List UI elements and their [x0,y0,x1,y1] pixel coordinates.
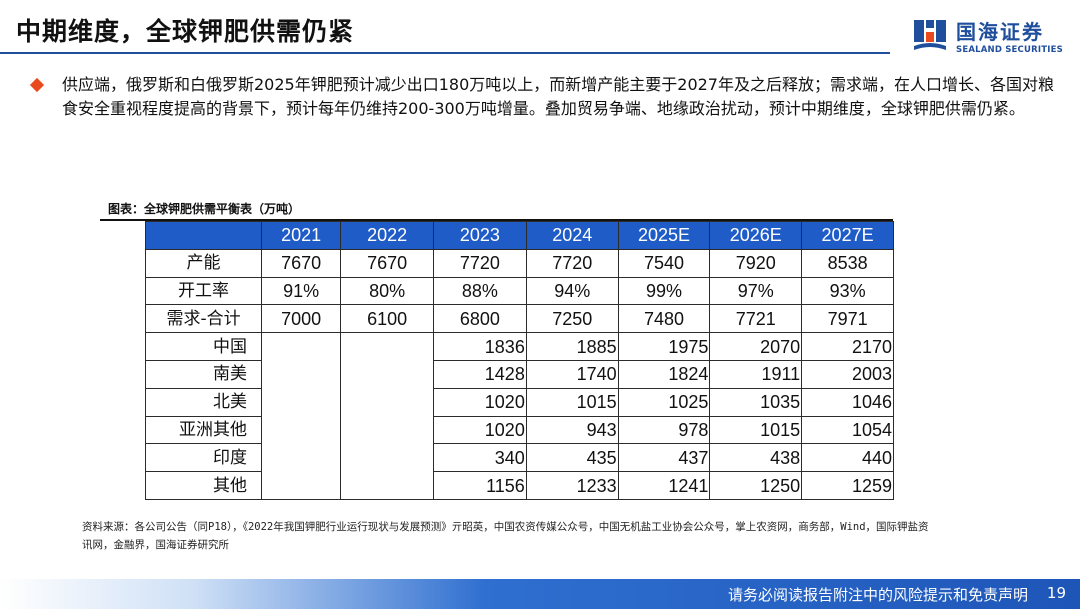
table-cell: 1015 [709,415,803,445]
row-label: 产能 [144,248,263,278]
chart-caption: 图表：全球钾肥供需平衡表（万吨） [108,202,301,216]
company-logo: 国海证券 SEALAND SECURITIES [912,14,1072,60]
table-row-other-asia: 亚洲其他 1020 943 978 1015 1054 [144,415,894,445]
row-label: 中国 [144,332,263,361]
table-cell: 7920 [709,248,803,278]
table-cell: 7720 [433,248,527,278]
table-cell: 1975 [617,332,711,361]
footer-bar: 请务必阅读报告附注中的风险提示和免责声明 19 [0,579,1080,609]
blank-cell [261,332,342,500]
row-label: 北美 [144,387,263,417]
table-cell: 8538 [801,248,894,278]
row-label: 亚洲其他 [144,415,263,445]
table-cell: 97% [709,276,803,306]
table-cell: 2170 [801,332,894,361]
table-cell: 1428 [433,359,527,389]
table-cell: 7540 [617,248,711,278]
table-cell: 1885 [525,332,619,361]
table-cell: 440 [801,443,894,473]
table-row-demand-total: 需求-合计 7000 6100 6800 7250 7480 7721 7971 [144,304,894,334]
table-cell: 1020 [433,387,527,417]
row-label: 其他 [144,471,263,500]
header-year: 2024 [525,221,619,250]
row-label: 印度 [144,443,263,473]
header-year: 2022 [340,221,434,250]
row-label: 需求-合计 [144,304,263,334]
header-year: 2023 [433,221,527,250]
table-cell: 99% [617,276,711,306]
row-label: 南美 [144,359,263,389]
table-cell: 7670 [261,248,342,278]
page-number: 19 [1046,584,1066,602]
table-cell: 1259 [801,471,894,500]
table-cell: 6800 [433,304,527,334]
blank-cell [340,332,434,500]
caption-divider [100,219,893,221]
table-cell: 1054 [801,415,894,445]
table-cell: 2003 [801,359,894,389]
table-cell: 93% [801,276,894,306]
table-cell: 435 [525,443,619,473]
potash-balance-table: 2021 2022 2023 2024 2025E 2026E 2027E 产能… [144,221,894,500]
table-cell: 1911 [709,359,803,389]
table-cell: 978 [617,415,711,445]
table-cell: 1740 [525,359,619,389]
table-cell: 1836 [433,332,527,361]
table-cell: 2070 [709,332,803,361]
table-header-row: 2021 2022 2023 2024 2025E 2026E 2027E [144,221,894,250]
header-year: 2025E [617,221,711,250]
title-divider [0,52,890,54]
table-cell: 1025 [617,387,711,417]
table-row-utilization: 开工率 91% 80% 88% 94% 99% 97% 93% [144,276,894,306]
logo-text-en: SEALAND SECURITIES [956,45,1063,55]
page-title: 中期维度，全球钾肥供需仍紧 [16,17,355,46]
table-cell: 1824 [617,359,711,389]
table-cell: 7250 [525,304,619,334]
header-year: 2027E [801,221,894,250]
table-cell: 88% [433,276,527,306]
table-cell: 7721 [709,304,803,334]
table-cell: 94% [525,276,619,306]
table-cell: 7480 [617,304,711,334]
table-cell: 1156 [433,471,527,500]
header-year: 2026E [709,221,803,250]
disclaimer-text: 请务必阅读报告附注中的风险提示和免责声明 [727,586,1028,604]
table-cell: 943 [525,415,619,445]
sealand-logo-icon [914,20,946,50]
table-cell: 91% [261,276,342,306]
bullet-diamond-icon [29,77,45,93]
summary-paragraph: 供应端，俄罗斯和白俄罗斯2025年钾肥预计减少出口180万吨以上，而新增产能主要… [62,75,1054,118]
table-row-south-america: 南美 1428 1740 1824 1911 2003 [144,359,894,389]
row-label: 开工率 [144,276,263,306]
header-year: 2021 [261,221,342,250]
table-cell: 7720 [525,248,619,278]
table-cell: 1046 [801,387,894,417]
logo-text-cn: 国海证券 [956,20,1044,44]
table-cell: 6100 [340,304,434,334]
table-cell: 1035 [709,387,803,417]
header-corner [144,221,263,250]
table-cell: 1020 [433,415,527,445]
table-cell: 7670 [340,248,434,278]
table-row-china: 中国 1836 1885 1975 2070 2170 [144,332,894,500]
table-cell: 437 [617,443,711,473]
table-cell: 1250 [709,471,803,500]
table-row-north-america: 北美 1020 1015 1025 1035 1046 [144,387,894,417]
table-cell: 1241 [617,471,711,500]
table-cell: 1015 [525,387,619,417]
table-cell: 7971 [801,304,894,334]
table-cell: 438 [709,443,803,473]
table-cell: 340 [433,443,527,473]
table-cell: 1233 [525,471,619,500]
table-cell: 7000 [261,304,342,334]
table-cell: 80% [340,276,434,306]
table-row-capacity: 产能 7670 7670 7720 7720 7540 7920 8538 [144,248,894,278]
table-row-others: 其他 1156 1233 1241 1250 1259 [144,471,894,500]
source-note: 资料来源：各公司公告（同P18），《2022年我国钾肥行业运行现状与发展预测》亓… [82,521,929,551]
table-row-india: 印度 340 435 437 438 440 [144,443,894,473]
